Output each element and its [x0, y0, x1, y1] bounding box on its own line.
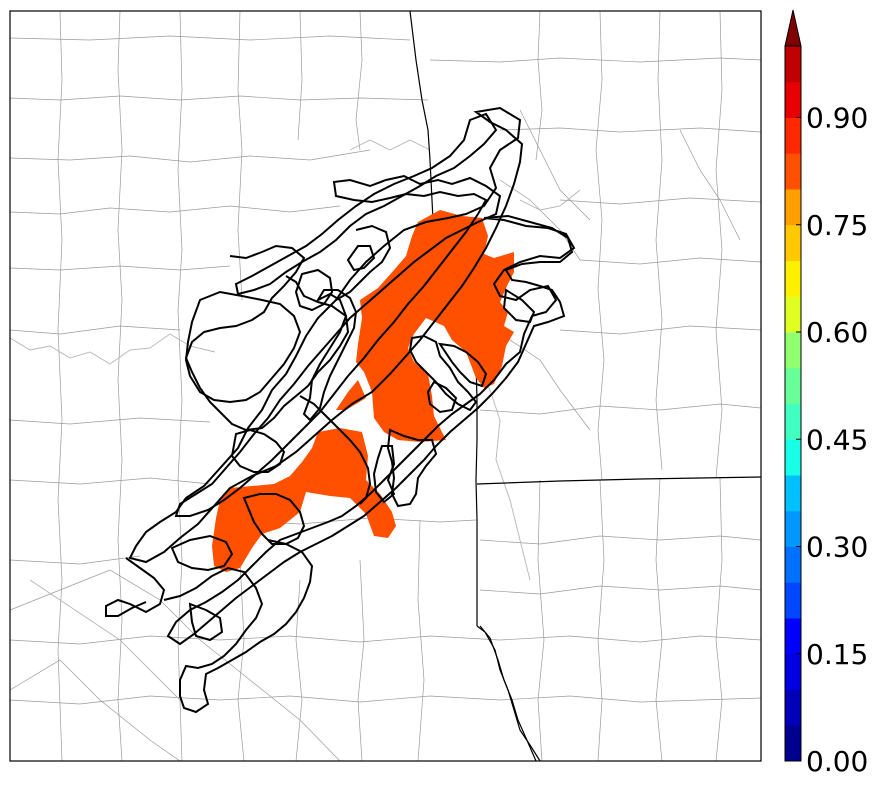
colorbar-segment — [785, 46, 801, 83]
colorbar-segment — [785, 296, 801, 333]
colorbar-segment — [785, 689, 801, 726]
colorbar: 0.00 0.15 0.30 0.45 0.60 0.75 0.90 — [784, 9, 868, 778]
colorbar-segment — [785, 618, 801, 655]
colorbar-tick-label: 0.45 — [806, 423, 868, 456]
colorbar-tick-label: 0.00 — [806, 745, 868, 778]
county-boundaries — [10, 11, 761, 761]
colorbar-segment — [785, 81, 801, 118]
colorbar-segment — [785, 367, 801, 404]
colorbar-tick-label: 0.60 — [806, 316, 868, 349]
colorbar-segment — [785, 403, 801, 440]
map-frame — [9, 10, 762, 762]
colorbar-segment — [785, 510, 801, 547]
colorbar-extend-arrow — [784, 9, 802, 47]
ensemble-contours — [105, 106, 576, 714]
colorbar-segment — [785, 117, 801, 154]
colorbar-tick-label: 0.90 — [806, 102, 868, 135]
colorbar-segment — [785, 224, 801, 261]
colorbar-outline — [784, 45, 802, 762]
colorbar-segment — [785, 189, 801, 226]
colorbar-segment — [785, 475, 801, 512]
colorbar-tick-label: 0.30 — [806, 531, 868, 564]
colorbar-segment — [785, 653, 801, 690]
colorbar-segment — [785, 153, 801, 190]
colorbar-tick-label: 0.75 — [806, 209, 868, 242]
colorbar-segment — [785, 332, 801, 369]
colorbar-segment — [785, 260, 801, 297]
map-content — [9, 10, 762, 762]
colorbar-segment — [785, 439, 801, 476]
colorbar-segment — [785, 582, 801, 619]
colorbar-segment — [785, 546, 801, 583]
colorbar-tick-label: 0.15 — [806, 638, 868, 671]
rivers — [10, 139, 581, 701]
colorbar-segment — [785, 725, 801, 762]
